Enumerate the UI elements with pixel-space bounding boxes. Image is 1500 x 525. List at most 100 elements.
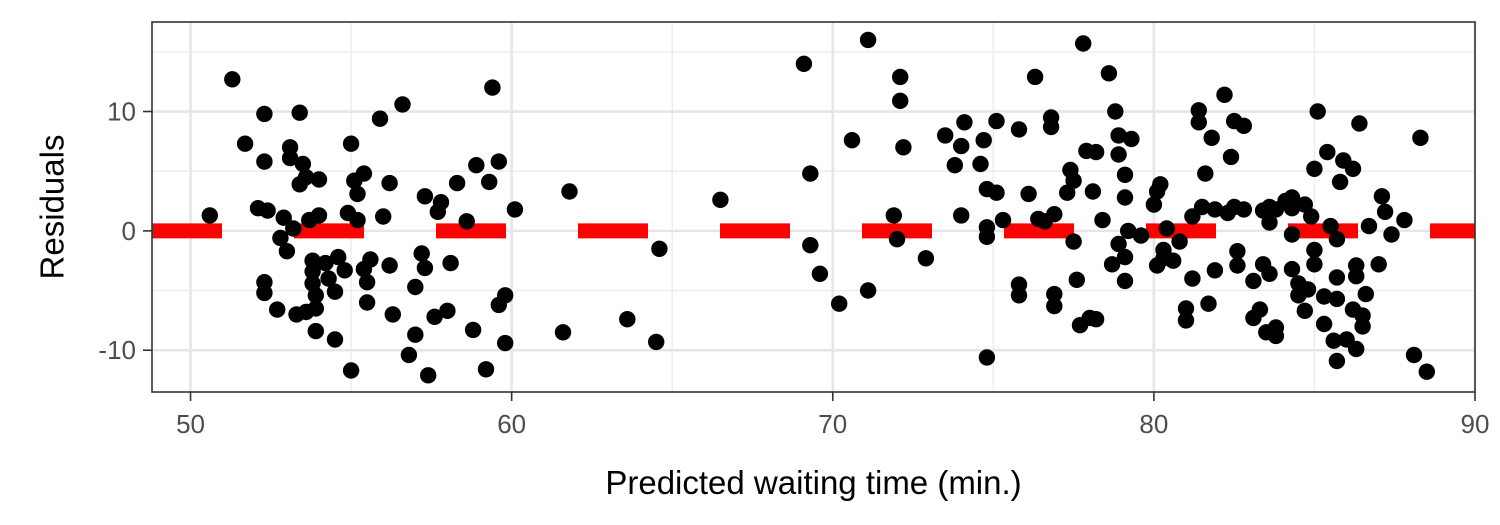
data-point	[888, 231, 906, 248]
data-point	[490, 153, 507, 170]
data-point	[497, 287, 514, 304]
data-point	[1116, 272, 1134, 290]
data-point	[1110, 146, 1127, 163]
data-point	[307, 287, 324, 304]
data-point	[481, 173, 498, 191]
data-point	[1203, 129, 1220, 146]
data-point	[956, 114, 973, 131]
data-point	[256, 284, 273, 302]
data-point	[497, 334, 514, 352]
data-point	[978, 349, 996, 366]
data-point	[1065, 233, 1082, 250]
data-point	[1309, 103, 1326, 120]
data-point	[320, 270, 337, 287]
data-point	[371, 110, 389, 127]
data-point	[1152, 176, 1169, 193]
data-point	[506, 201, 524, 218]
data-point	[413, 245, 430, 262]
data-point	[1383, 226, 1400, 243]
data-point	[1319, 143, 1336, 161]
data-point	[1206, 262, 1224, 279]
data-point	[1251, 301, 1269, 318]
data-point	[362, 251, 379, 268]
data-point	[1190, 102, 1208, 119]
data-point	[1065, 172, 1082, 189]
data-point	[326, 331, 344, 348]
data-point	[1299, 281, 1317, 298]
data-point	[294, 155, 312, 173]
data-point	[384, 306, 401, 323]
data-point	[1110, 235, 1127, 253]
data-point	[1120, 222, 1137, 240]
data-point	[1184, 270, 1201, 287]
data-point	[336, 262, 353, 279]
data-point	[1087, 143, 1105, 161]
data-point	[426, 308, 443, 325]
data-point	[432, 194, 450, 211]
y-tick-label: 10	[107, 97, 136, 127]
data-point	[917, 250, 935, 267]
data-point	[297, 169, 315, 186]
data-point	[1084, 183, 1102, 200]
data-point	[1026, 68, 1044, 86]
data-point	[1216, 86, 1233, 104]
data-point	[1042, 118, 1060, 136]
data-point	[1296, 302, 1314, 319]
data-point	[304, 263, 321, 280]
x-axis-title: Predicted waiting time (min.)	[605, 464, 1021, 501]
data-point	[1087, 311, 1105, 328]
data-point	[281, 149, 299, 167]
data-point	[953, 137, 970, 155]
data-point	[1165, 252, 1182, 269]
data-point	[1145, 196, 1163, 213]
data-point	[448, 174, 466, 192]
data-point	[278, 243, 296, 260]
data-point	[1222, 148, 1240, 166]
data-point	[561, 183, 578, 200]
data-point	[1354, 307, 1371, 324]
data-point	[1155, 241, 1172, 259]
data-point	[375, 208, 392, 225]
data-point	[1046, 297, 1063, 315]
data-point	[1267, 319, 1285, 336]
data-point	[619, 311, 636, 328]
data-point	[892, 92, 909, 110]
data-point	[1245, 272, 1262, 290]
data-point	[236, 135, 254, 152]
data-point	[256, 105, 273, 123]
x-tick-label: 80	[1139, 409, 1168, 439]
x-axis-ticks: 50 60 70 80 90	[176, 392, 1489, 439]
data-point	[439, 302, 456, 319]
data-point	[355, 165, 373, 182]
data-point	[795, 55, 813, 72]
data-point	[342, 135, 360, 152]
data-point	[946, 157, 963, 174]
data-point	[1010, 287, 1028, 304]
data-point	[975, 132, 992, 149]
data-point	[1283, 200, 1301, 217]
data-point	[811, 265, 829, 282]
data-point	[381, 257, 398, 274]
data-point	[349, 211, 366, 229]
data-point	[1193, 198, 1211, 216]
data-point	[464, 321, 482, 339]
data-point	[1303, 208, 1320, 225]
data-point	[256, 153, 273, 170]
y-tick-label: 0	[122, 216, 136, 246]
data-point	[859, 31, 877, 49]
data-point	[310, 171, 328, 188]
data-point	[1325, 332, 1342, 349]
data-point	[468, 157, 485, 174]
data-point	[259, 202, 276, 219]
data-point	[859, 282, 877, 299]
data-point	[1412, 129, 1429, 146]
data-point	[201, 207, 218, 224]
data-point	[831, 295, 848, 312]
data-point	[895, 139, 912, 156]
data-point	[224, 71, 241, 88]
data-point	[1229, 257, 1246, 274]
data-point	[1351, 115, 1368, 132]
data-point	[317, 254, 334, 272]
data-point	[1010, 121, 1028, 138]
